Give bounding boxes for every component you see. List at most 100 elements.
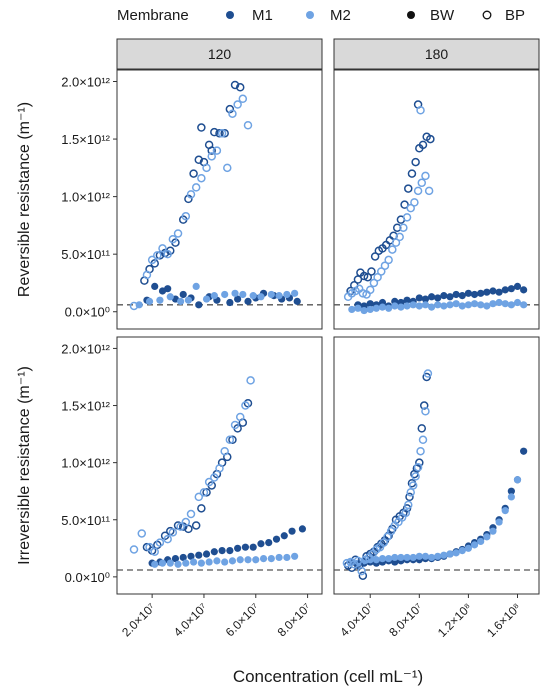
point-m2-bw-5-10 [409,301,417,309]
point-m1-bp-2-3 [155,251,165,260]
point-m2-bw-1-5 [184,296,193,304]
point-m2-bw-13-9 [403,553,411,562]
point-m2-bp-7-11 [384,255,393,265]
point-m2-bp-11-10 [194,492,204,502]
point-m2-bw-1-4 [177,297,185,305]
point-m2-bp-3-16 [223,163,232,173]
point-m2-bw-13-10 [409,553,417,562]
point-m1-bp-6-5 [363,272,373,282]
point-m1-bw-12-27 [520,447,528,455]
point-m2-bp-7-4 [358,289,368,298]
point-m2-bp-11-8 [181,517,191,527]
point-m2-bp-11-18 [235,412,245,422]
point-m2-bp-7-14 [395,232,404,242]
point-m2-bw-13-22 [483,533,491,541]
point-m1-bw-8-17 [280,532,288,540]
point-m1-bw-4-26 [513,282,522,291]
point-m2-bp-11-19 [241,401,250,410]
point-m2-bw-13-17 [452,549,460,557]
y-tick-label-1-1: 5.0×10¹¹ [61,513,110,528]
point-m1-bw-8-9 [218,546,226,555]
point-m1-bp-14-11 [384,531,393,540]
point-m1-bw-8-16 [272,535,281,543]
y-tick-label-1-3: 1.5×10¹² [61,399,110,414]
point-m1-bw-4-8 [403,296,411,304]
point-m1-bw-0-17 [293,297,301,305]
point-m2-bp-3-1 [142,270,152,280]
point-m2-bw-5-24 [495,298,503,307]
point-m1-bw-8-15 [265,539,273,547]
point-m1-bw-4-14 [440,292,448,300]
point-m2-bw-5-17 [452,300,460,308]
point-m2-bp-15-19 [408,481,418,490]
point-m2-bw-1-13 [257,293,265,301]
point-m1-bw-4-24 [501,286,509,294]
point-m2-bw-1-9 [221,290,229,299]
point-m2-bp-7-23 [416,106,425,115]
point-m2-bw-13-4 [372,556,380,564]
point-m2-bw-5-0 [348,305,356,314]
point-m2-bw-5-14 [434,301,442,309]
point-m2-bw-5-8 [397,303,405,311]
point-m2-bp-11-12 [204,477,214,487]
point-m2-bp-7-19 [413,186,423,196]
point-m1-bp-2-19 [197,123,206,132]
facet-label-180: 180 [425,46,449,62]
point-m2-bp-11-9 [186,509,196,519]
legend-marker-bw [407,11,415,19]
facet-strip-180 [333,38,540,70]
point-m2-bw-9-8 [213,557,221,565]
point-m1-bw-4-11 [421,295,430,303]
point-m2-bp-11-4 [155,538,165,547]
point-m1-bp-2-16 [225,104,235,114]
point-m2-bw-9-5 [189,558,198,566]
point-m2-bw-9-10 [228,557,237,565]
point-m1-bw-8-3 [171,554,180,563]
point-m1-bp-14-4 [358,571,368,580]
point-m2-bw-5-6 [385,304,393,312]
point-m2-bp-11-16 [225,435,235,445]
point-m1-bp-6-16 [404,184,413,193]
point-m2-bp-3-20 [243,121,253,130]
point-m2-bp-3-4 [158,244,167,253]
point-m2-bw-13-13 [427,553,436,562]
point-m2-bw-1-6 [192,282,200,291]
point-m1-bw-0-18 [158,287,167,295]
point-m2-bp-3-5 [163,249,172,259]
point-m2-bp-11-5 [163,534,172,544]
legend-marker-m2 [306,11,314,19]
point-m2-bw-9-0 [151,560,159,568]
point-m1-bp-6-4 [359,271,369,281]
point-m1-bp-2-10 [194,155,204,165]
point-m2-bw-13-15 [440,551,448,559]
point-m2-bp-7-20 [417,178,427,188]
point-m2-bw-13-16 [446,550,454,558]
point-m2-bw-5-5 [378,303,387,311]
legend-label-m2: M2 [330,7,351,24]
point-m2-bw-9-12 [244,556,252,564]
point-m1-bw-4-12 [427,293,436,301]
y-tick-label-1-0: 0.0×10⁰ [65,570,110,585]
point-m2-bp-11-2 [145,542,154,552]
point-m2-bp-7-17 [406,203,415,213]
point-m2-bp-15-24 [421,406,430,416]
point-m2-bp-7-9 [377,267,386,276]
point-m2-bw-5-25 [501,300,509,308]
point-m1-bp-2-20 [207,146,216,155]
x-tick-label-0-0: 2.0×10⁷ [119,600,158,639]
point-m1-bw-8-14 [257,540,265,548]
point-m1-bw-4-20 [477,289,485,297]
point-m2-bw-13-7 [391,553,399,562]
point-m1-bw-0-6 [195,301,203,309]
point-m1-bw-8-11 [234,544,242,552]
point-m2-bw-9-3 [174,560,182,568]
y-tick-label-0-1: 5.0×10¹¹ [61,247,110,262]
point-m1-bp-10-9 [197,504,206,513]
point-m2-bp-7-12 [388,245,397,254]
point-m2-bw-1-10 [231,289,239,297]
row-label-0: Reversible resistance (m⁻¹) [16,102,33,297]
point-m2-bp-7-22 [424,186,434,196]
point-m1-bw-4-18 [464,289,473,297]
point-m1-bw-12-25 [507,487,515,495]
x-tick-label-1-0: 4.0×10⁷ [337,600,376,639]
